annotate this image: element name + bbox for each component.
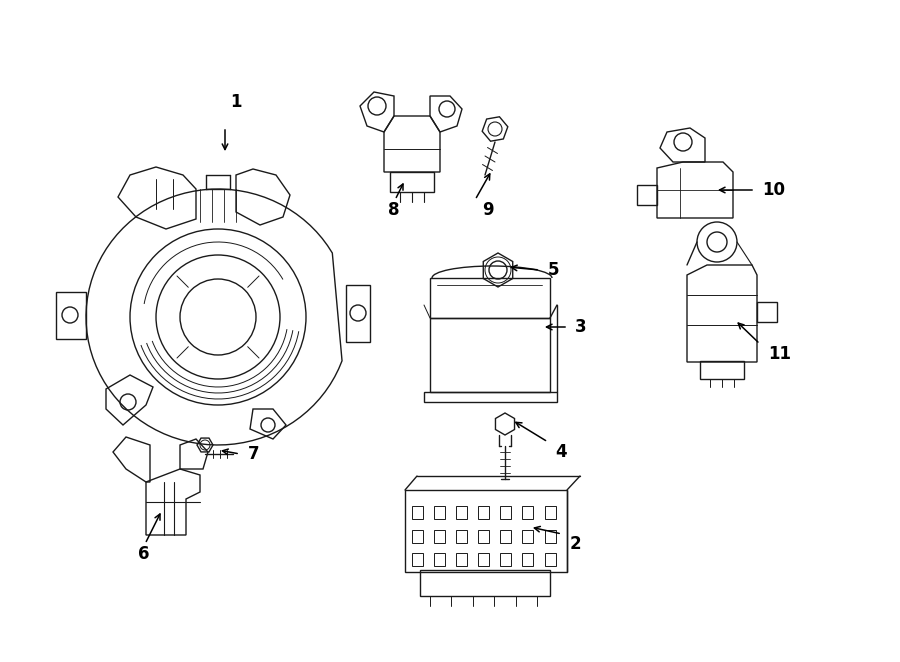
Bar [455,506,467,519]
Text: 11: 11 [768,345,791,363]
Text: 10: 10 [762,181,785,199]
Text: 5: 5 [548,261,560,279]
Bar [455,553,467,566]
Text: 7: 7 [248,445,259,463]
Bar [500,530,511,543]
Text: 9: 9 [482,201,493,219]
Bar [455,530,467,543]
Bar [544,506,555,519]
Bar [544,530,555,543]
Bar [434,553,445,566]
Bar [405,490,567,572]
Text: 1: 1 [230,93,241,111]
Text: 2: 2 [570,535,581,553]
Bar [420,570,550,596]
Bar [411,553,422,566]
Bar [522,530,534,543]
Bar [500,553,511,566]
Bar [522,506,534,519]
Bar [478,530,489,543]
Bar [478,506,489,519]
Bar [522,553,534,566]
Text: 3: 3 [575,318,587,336]
Bar [434,530,445,543]
Text: 4: 4 [555,443,567,461]
Bar [700,361,744,379]
Bar [411,530,422,543]
Text: 6: 6 [138,545,149,563]
Bar [478,553,489,566]
Bar [500,506,511,519]
Bar [434,506,445,519]
Text: 8: 8 [388,201,400,219]
Bar [411,506,422,519]
Bar [544,553,555,566]
